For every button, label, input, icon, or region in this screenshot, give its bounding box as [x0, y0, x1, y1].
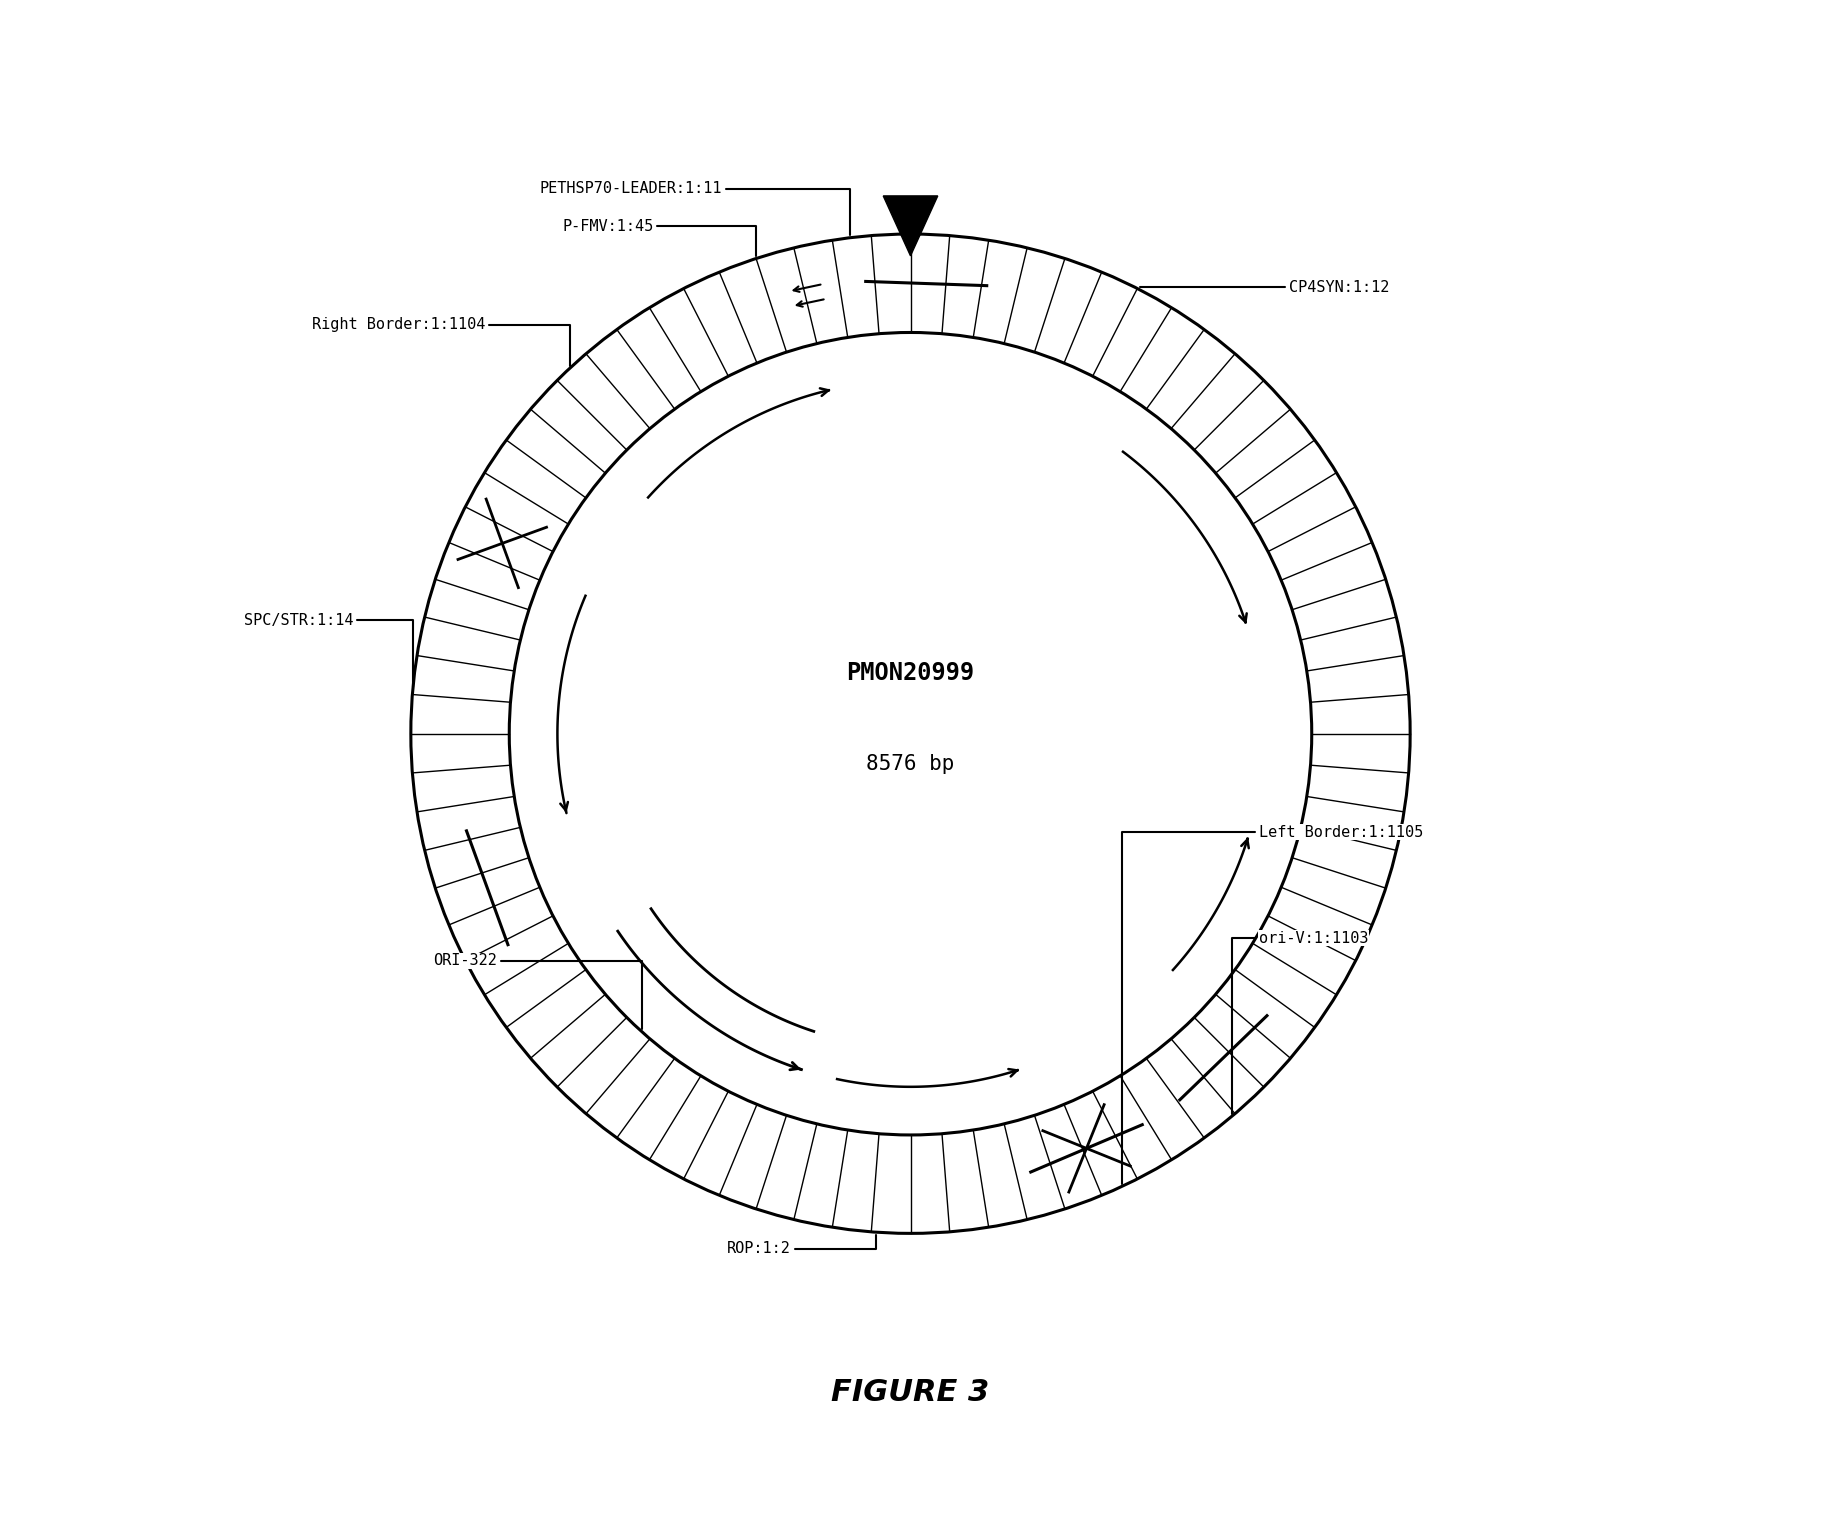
Text: SPC/STR:1:14: SPC/STR:1:14 — [244, 613, 413, 688]
Text: ROP:1:2: ROP:1:2 — [727, 1235, 876, 1256]
Polygon shape — [883, 196, 938, 255]
Text: PMON20999: PMON20999 — [847, 662, 974, 685]
Text: 8576 bp: 8576 bp — [867, 753, 954, 775]
Text: FIGURE 3: FIGURE 3 — [832, 1378, 989, 1407]
Text: P-FMV:1:45: P-FMV:1:45 — [563, 219, 756, 255]
Text: CP4SYN:1:12: CP4SYN:1:12 — [1140, 280, 1389, 295]
Text: Left Border:1:1105: Left Border:1:1105 — [1122, 825, 1422, 1184]
Text: PETHSP70-LEADER:1:11: PETHSP70-LEADER:1:11 — [539, 182, 850, 235]
Text: ORI-322: ORI-322 — [433, 953, 643, 1030]
Text: Right Border:1:1104: Right Border:1:1104 — [313, 318, 570, 365]
Text: ori-V:1:1103: ori-V:1:1103 — [1231, 931, 1368, 1114]
